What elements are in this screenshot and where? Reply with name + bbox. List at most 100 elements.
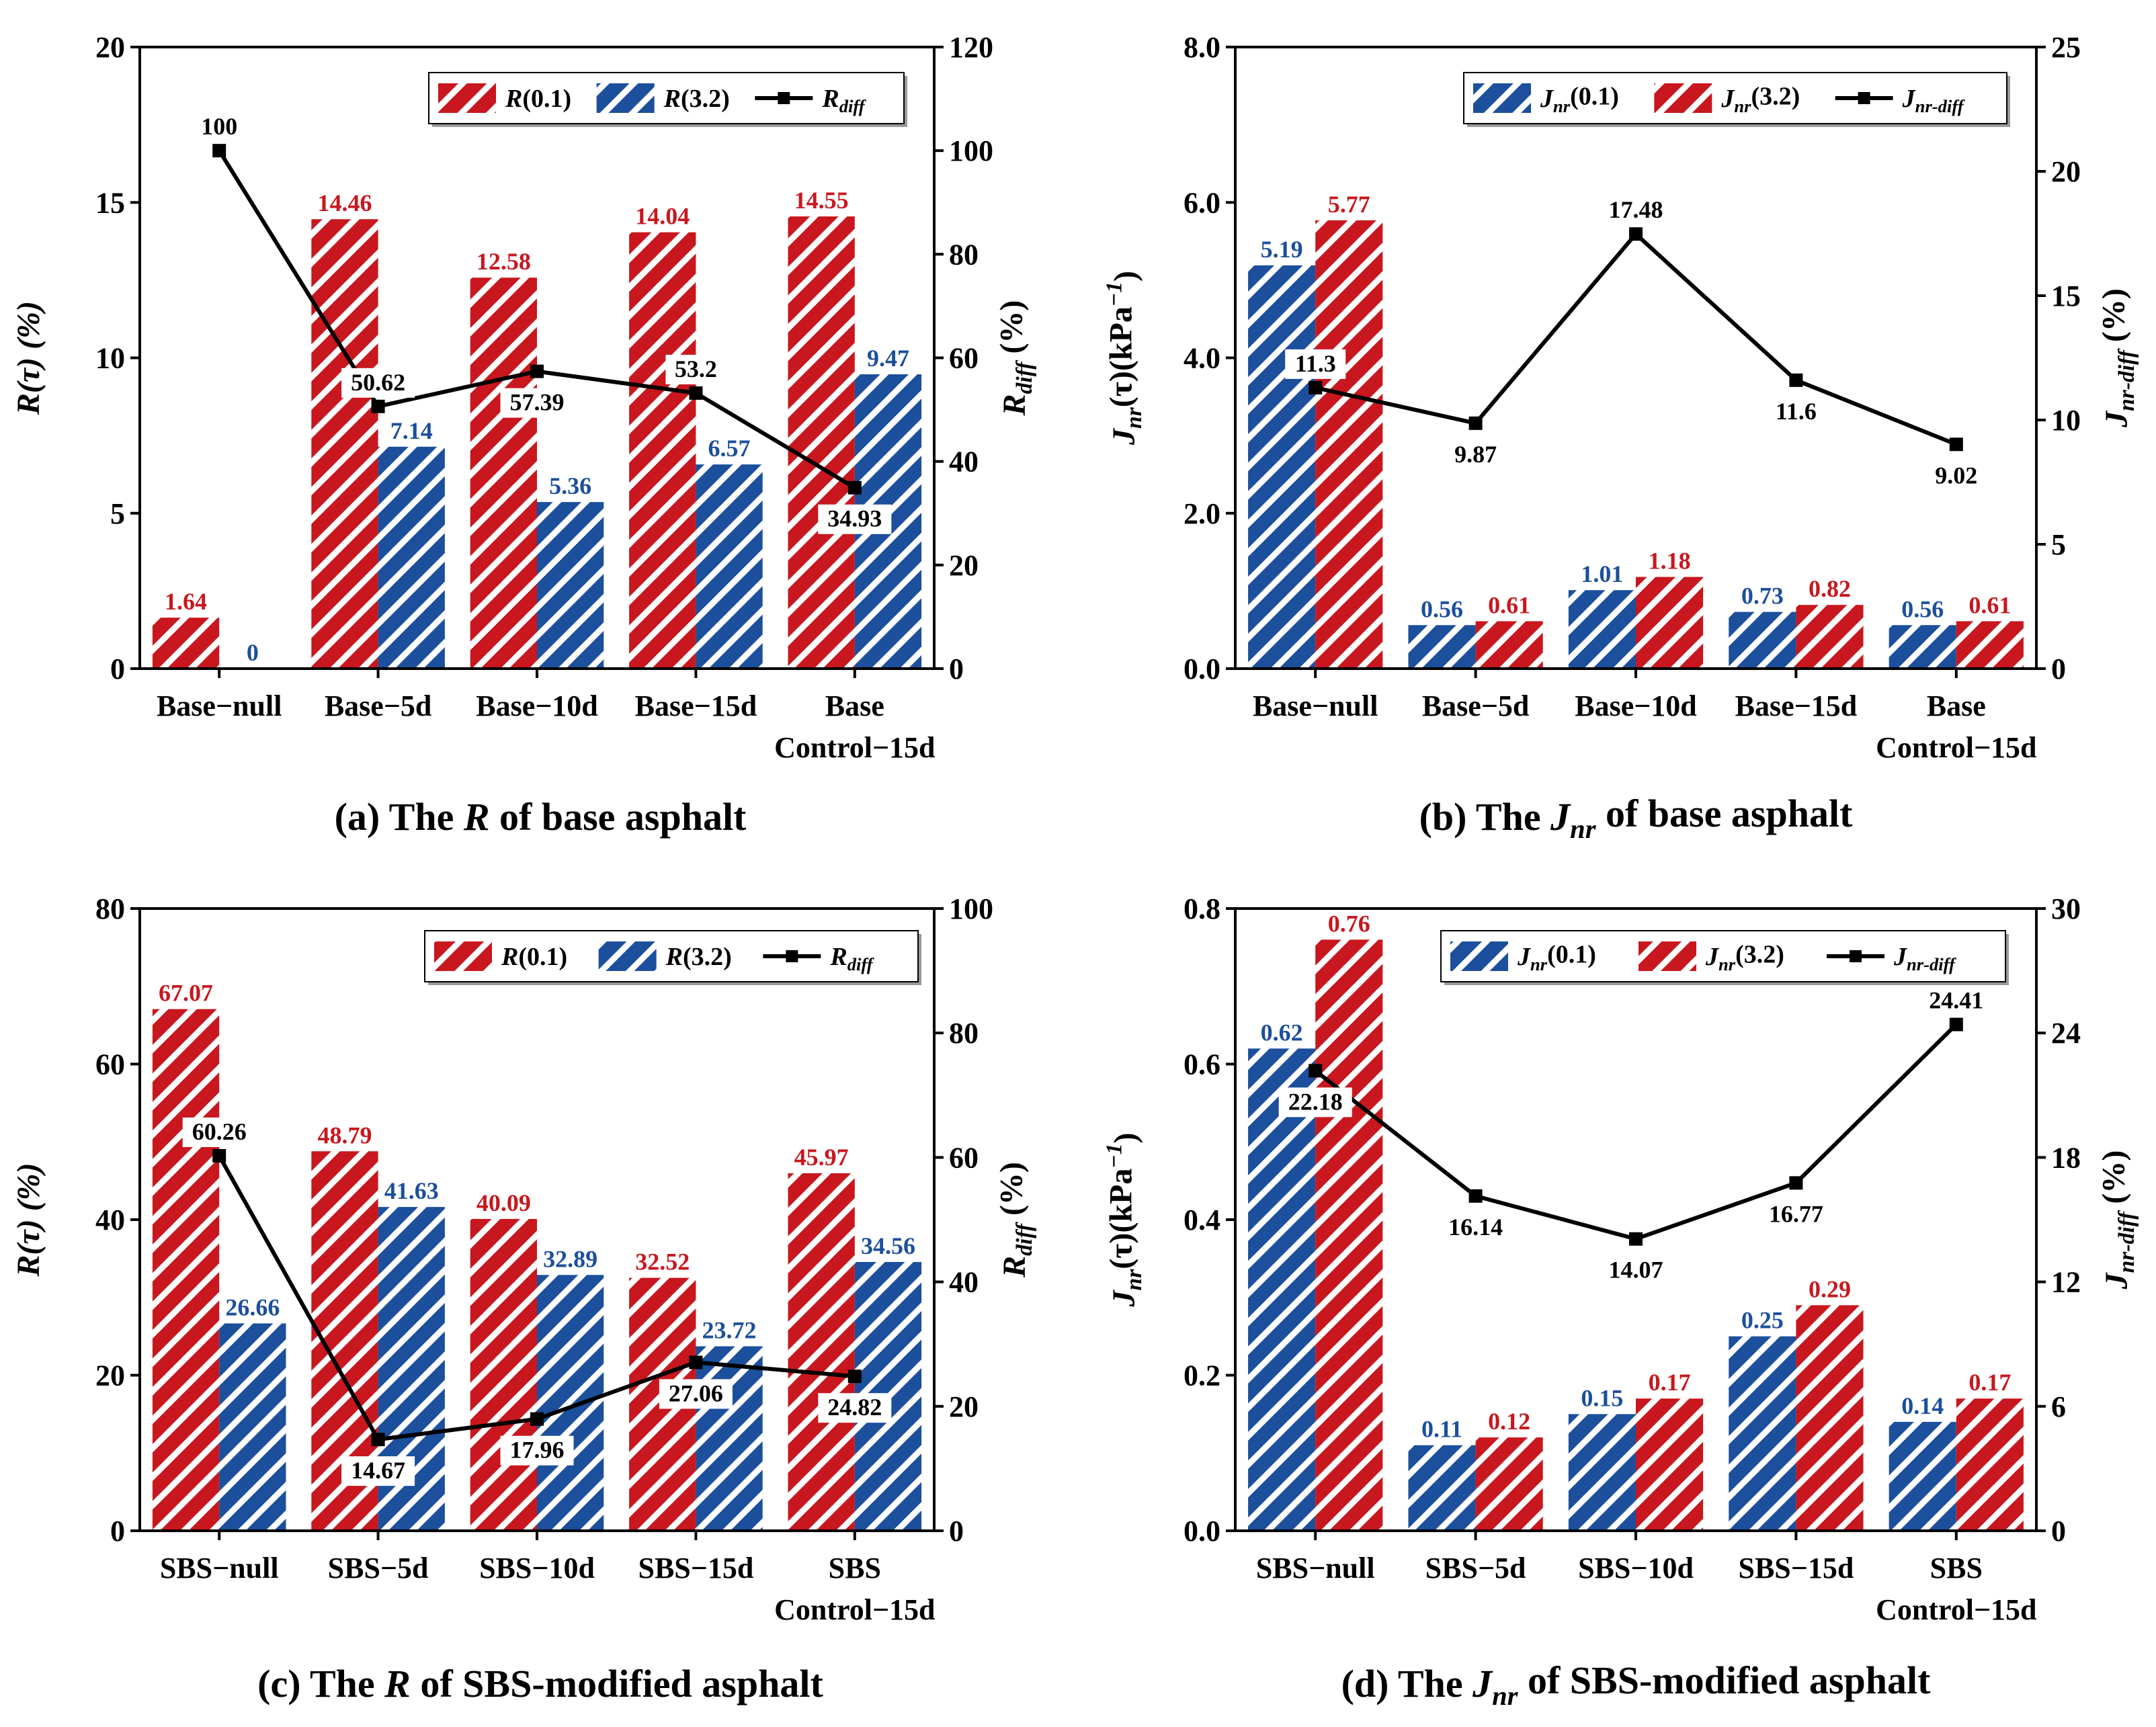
- y2-tick-label-0: 0: [949, 652, 964, 685]
- bar-Jnr(0.1)-1: [1408, 625, 1476, 669]
- bar-R(0.1)-0: [152, 1009, 220, 1531]
- line-label-bg-4: [818, 504, 892, 534]
- y2-tick-label-1: 20: [949, 1390, 979, 1423]
- bar-label-R(3.2)-0: 26.66: [225, 1294, 280, 1320]
- legend-label-0: Jnr​(0.1): [1517, 941, 1596, 974]
- line-point-Jnr-diff-0: [1309, 1064, 1323, 1078]
- legend-line-marker: [1850, 950, 1862, 962]
- y-tick-label-2: 40: [95, 1204, 125, 1236]
- line-label-bg-4: [818, 1393, 892, 1423]
- line-label-bg-1: [1445, 439, 1506, 470]
- panel-caption: (c) The R of SBS-modified asphalt: [257, 1662, 823, 1705]
- legend-label-0: Jnr​(0.1): [1540, 83, 1619, 116]
- bar-label-R(3.2)-2: 5.36: [549, 472, 591, 499]
- y2-tick-label-1: 6: [2051, 1390, 2066, 1423]
- line-label-bg-2: [1599, 1255, 1673, 1286]
- legend-swatch-0: [1450, 941, 1508, 971]
- legend-swatch-1: [598, 941, 657, 971]
- bar-label-Jnr(3.2)-3: 0.29: [1809, 1275, 1851, 1302]
- bar-label-R(0.1)-0: 1.64: [165, 588, 207, 615]
- x-tick-label-1: Base−5d: [325, 689, 432, 722]
- bar-Jnr(3.2)-4: [1956, 621, 2024, 669]
- line-point-R_diff-0: [212, 1148, 226, 1163]
- x-tick-label-4-line2: Control−15d: [1876, 731, 2036, 764]
- line-label-R_diff-3: 27.06: [669, 1380, 723, 1406]
- bar-label-R(3.2)-1: 41.63: [384, 1177, 439, 1204]
- bar-label-Jnr(0.1)-0: 0.62: [1261, 1019, 1303, 1046]
- y2-tick-label-2: 40: [949, 446, 979, 478]
- bar-label-R(0.1)-4: 45.97: [794, 1144, 849, 1171]
- line-label-R_diff-0: 100: [201, 113, 237, 140]
- y2-axis-title: Rdiff​ (%): [994, 300, 1037, 417]
- panel-b: 5.19 0.56 1.01 0.73 0.56 5.77 0.61 1.18 0.82 0.61…: [1102, 31, 2140, 844]
- y-axis-title: R(τ) (%): [11, 301, 46, 415]
- bar-Jnr(3.2)-2: [1636, 1398, 1704, 1531]
- bar-Jnr(0.1)-3: [1729, 1336, 1796, 1531]
- y-axis-title: Jnr​(τ)(kPa−1​): [1102, 271, 1147, 446]
- y2-axis-title: Jnr-diff​ (%): [2096, 1150, 2139, 1290]
- bar-Jnr(3.2)-2: [1636, 577, 1704, 669]
- line-label-Jnr-diff-1: 16.14: [1448, 1214, 1503, 1240]
- x-tick-label-4-line2: Control−15d: [1876, 1593, 2036, 1626]
- line-point-Jnr-diff-4: [1949, 437, 1963, 452]
- line-point-Jnr-diff-1: [1468, 416, 1483, 430]
- bar-R(0.1)-4: [788, 1173, 855, 1531]
- bar-label-R(0.1)-0: 67.07: [159, 980, 213, 1007]
- y2-tick-label-3: 60: [949, 342, 979, 375]
- bar-label-R(3.2)-3: 23.72: [702, 1316, 757, 1343]
- line-label-bg-1: [341, 1456, 415, 1486]
- y-tick-label-1: 0.2: [1184, 1359, 1220, 1392]
- bar-Jnr(0.1)-4: [1889, 625, 1956, 669]
- y-tick-label-4: 8.0: [1184, 31, 1220, 64]
- bar-R(0.1)-1: [311, 219, 378, 669]
- y2-tick-label-4: 20: [2051, 155, 2081, 188]
- bar-label-Jnr(3.2)-4: 0.61: [1968, 591, 2011, 618]
- legend-swatch-1: [1639, 941, 1696, 971]
- line-label-bg-0: [195, 112, 243, 142]
- bar-label-Jnr(0.1)-4: 0.14: [1901, 1392, 1944, 1419]
- legend-swatch-0: [434, 941, 492, 971]
- x-tick-label-4: SBS: [829, 1552, 881, 1585]
- legend-box: [428, 72, 905, 124]
- legend-box: [1463, 72, 2007, 124]
- y-tick-label-3: 6.0: [1184, 186, 1220, 219]
- line-label-Jnr-diff-4: 24.41: [1929, 987, 1983, 1014]
- y-tick-label-2: 4.0: [1184, 342, 1220, 375]
- line-point-Jnr-diff-4: [1949, 1017, 1963, 1031]
- line-label-bg-1: [1439, 1212, 1513, 1242]
- y2-tick-label-2: 40: [949, 1266, 979, 1299]
- line-point-R_diff-2: [530, 1412, 544, 1426]
- bar-label-Jnr(0.1)-3: 0.73: [1741, 583, 1784, 609]
- y2-tick-label-5: 30: [2051, 892, 2081, 925]
- bar-R(0.1)-0: [152, 618, 220, 669]
- bar-label-R(3.2)-1: 7.14: [390, 417, 433, 444]
- bar-R(3.2)-2: [537, 1275, 604, 1531]
- y2-tick-label-0: 0: [2051, 1515, 2066, 1548]
- bar-R(3.2)-3: [696, 464, 763, 669]
- legend-label-2: Jnr-diff​: [1902, 85, 1966, 116]
- x-tick-label-3: SBS−15d: [1738, 1552, 1854, 1585]
- bar-label-R(3.2)-3: 6.57: [708, 435, 751, 462]
- x-tick-label-2: Base−10d: [476, 689, 598, 722]
- line-label-Jnr-diff-2: 14.07: [1609, 1257, 1663, 1283]
- legend-label-0: R(0.1): [505, 85, 571, 113]
- bar-Jnr(0.1)-4: [1889, 1421, 1956, 1531]
- y-tick-label-0: 0: [110, 1515, 125, 1548]
- bar-Jnr(3.2)-1: [1475, 1437, 1543, 1531]
- line-point-Jnr-diff-2: [1629, 227, 1643, 241]
- legend-line-marker: [1858, 92, 1870, 104]
- y-axis-title: Jnr​(τ)(kPa−1​): [1102, 1133, 1147, 1308]
- y2-tick-label-3: 60: [949, 1141, 979, 1174]
- y-tick-label-2: 10: [95, 342, 125, 375]
- line-point-R_diff-4: [847, 1370, 862, 1384]
- bar-label-Jnr(0.1)-0: 5.19: [1261, 236, 1303, 263]
- x-tick-label-0: SBS−null: [1256, 1552, 1375, 1585]
- line-point-R_diff-1: [371, 399, 385, 413]
- legend: R(0.1) R(3.2) Rdiff​: [424, 930, 921, 985]
- line-Jnr-diff: [1314, 1023, 1958, 1241]
- line-point-R_diff-3: [689, 1355, 703, 1370]
- bar-label-R(0.1)-3: 32.52: [635, 1249, 690, 1275]
- panel-caption: (b) The Jnr​ of base asphalt: [1419, 792, 1853, 844]
- y2-tick-label-4: 80: [949, 1017, 979, 1050]
- y2-tick-label-0: 0: [949, 1515, 964, 1548]
